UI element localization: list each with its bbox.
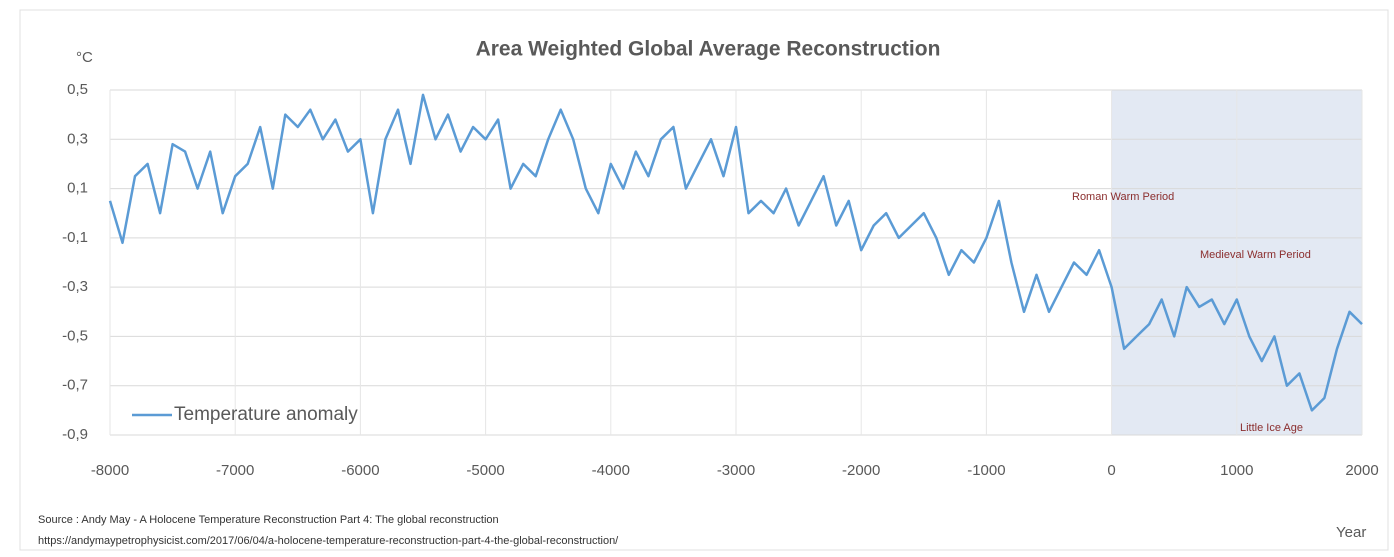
x-tick-label: -7000 xyxy=(216,462,254,479)
x-axis-label: Year xyxy=(1336,524,1366,541)
chart-title: Area Weighted Global Average Reconstruct… xyxy=(476,38,941,61)
annotation: Medieval Warm Period xyxy=(1200,249,1311,261)
source: Source : Andy May - A Holocene Temperatu… xyxy=(38,514,499,526)
y-tick-label: 0,3 xyxy=(67,130,88,147)
x-tick-label: -4000 xyxy=(592,462,630,479)
annotation: Little Ice Age xyxy=(1240,422,1303,434)
x-tick-label: 1000 xyxy=(1220,462,1253,479)
x-tick-label: -1000 xyxy=(967,462,1005,479)
y-tick-label: -0,7 xyxy=(62,377,88,394)
x-tick-label: -6000 xyxy=(341,462,379,479)
x-tick-label: 2000 xyxy=(1345,462,1378,479)
x-tick-label: -2000 xyxy=(842,462,880,479)
y-tick-label: 0,1 xyxy=(67,180,88,197)
y-tick-label: -0,3 xyxy=(62,278,88,295)
x-tick-label: -3000 xyxy=(717,462,755,479)
y-tick-label: -0,5 xyxy=(62,327,88,344)
y-tick-label: -0,9 xyxy=(62,426,88,443)
annotation: Roman Warm Period xyxy=(1072,191,1174,203)
y-axis-label: °C xyxy=(76,49,93,66)
line xyxy=(108,93,1363,412)
y-tick-label: 0,5 xyxy=(67,81,88,98)
legend-label: Temperature anomaly xyxy=(174,404,358,425)
source-url: https://andymaypetrophysicist.com/2017/0… xyxy=(38,535,619,547)
x-tick-label: -5000 xyxy=(466,462,504,479)
x-tick-label: -8000 xyxy=(91,462,129,479)
y-tick-label: -0,1 xyxy=(62,229,88,246)
x-tick-label: 0 xyxy=(1107,462,1115,479)
chart-border xyxy=(19,9,1389,551)
